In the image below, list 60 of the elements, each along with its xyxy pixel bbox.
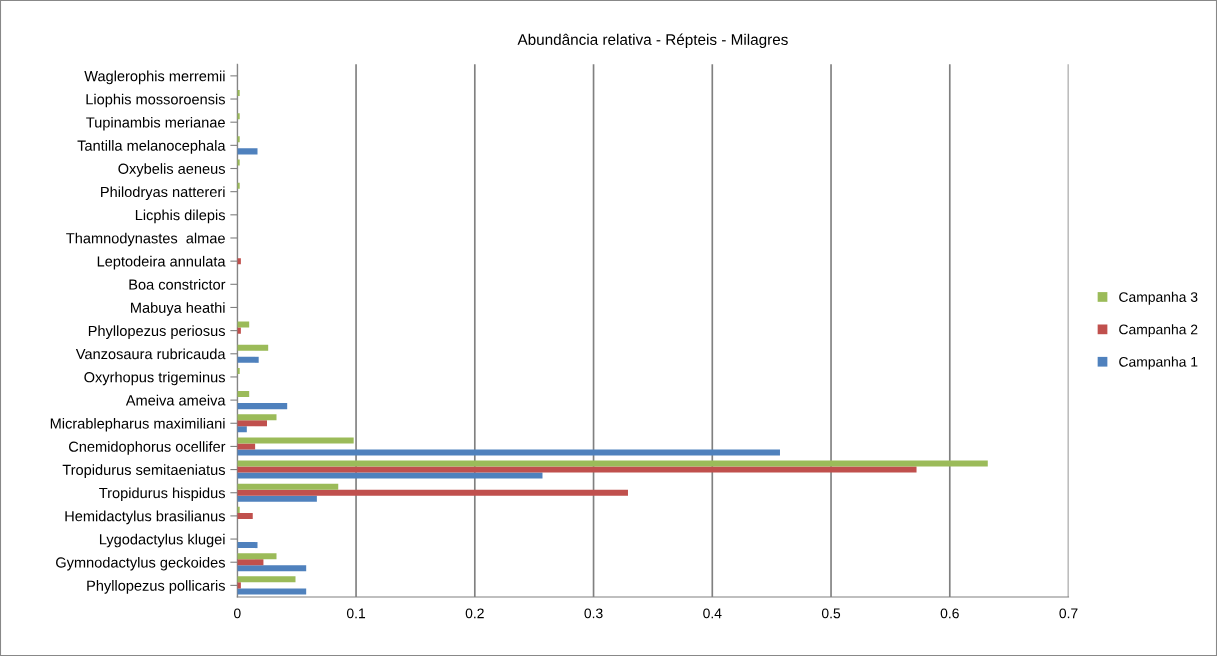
bar [237,472,543,479]
legend-label: Campanha 1 [1119,356,1198,370]
y-tick-label: Tantilla melanocephala [77,140,226,154]
bar [237,403,288,410]
y-tick-label: Licphis dilepis [135,209,225,224]
bar [237,495,317,502]
bar [237,489,628,496]
bar [237,553,277,560]
y-tick-label: Mabuya heathi [131,302,225,316]
bar [237,391,250,398]
y-tick-label: Vanzosaura rubricauda [75,348,226,360]
y-tick-label: Boa constrictor [129,279,226,290]
x-tick-label: 0.6 [940,608,959,619]
y-tick-label: Philodryas nattereri [101,186,225,200]
bar [237,559,264,566]
bar [237,483,339,490]
y-tick-label: Thamnodynastes almae [66,232,225,247]
x-tick-label: 0.3 [584,608,603,619]
bar [237,344,269,351]
y-tick-label: Tropidurus hispidus [99,487,225,502]
x-tick-label: 0.4 [703,608,722,619]
y-tick-label: Phyllopezus pollicaris [87,580,225,594]
bar [237,466,917,473]
bar [237,148,258,155]
y-tick-label: Ameiva ameiva [125,394,226,406]
y-tick-label: Oxybelis aeneus [118,163,225,177]
bar [237,576,296,583]
legend-label: Campanha 2 [1119,324,1198,338]
x-tick-label: 0.1 [346,608,366,619]
y-tick-label: Gymnodactylus geckoides [56,556,225,571]
bar [237,426,247,433]
legend-label: Campanha 3 [1119,291,1198,305]
y-tick-label: Liophis mossoroensis [86,93,225,108]
y-tick-label: Oxyrhopus trigeminus [84,371,225,386]
y-tick-label: Cnemidophorus ocellifer [69,441,226,455]
y-tick-label: Waglerophis merremii [84,70,225,85]
bar [237,356,259,363]
bar [237,321,250,328]
y-tick-label: Leptodeira annulata [97,255,226,270]
bar [237,414,277,421]
bar [237,420,267,427]
y-tick-label: Lygodactylus klugei [99,533,225,548]
bar [237,437,354,444]
bar [237,449,780,456]
x-tick-label: 0 [234,608,241,619]
bar [237,460,988,467]
x-tick-label: 0.5 [821,608,841,619]
bar [237,542,258,549]
y-tick-label: Micrablepharus maximiliani [50,417,225,432]
bar [237,443,256,450]
chart-title: Abundância relativa - Répteis - Milagres [517,33,788,49]
y-tick-label: Hemidactylus brasilianus [65,510,225,525]
bar [237,565,307,572]
bar [237,512,253,519]
y-tick-label: Tropidurus semitaeniatus [62,464,225,478]
bar [237,588,307,595]
y-tick-label: Tupinambis merianae [86,116,225,131]
y-tick-label: Phyllopezus periosus [88,325,225,339]
x-tick-label: 0.7 [1059,608,1078,619]
x-tick-label: 0.2 [465,608,484,619]
